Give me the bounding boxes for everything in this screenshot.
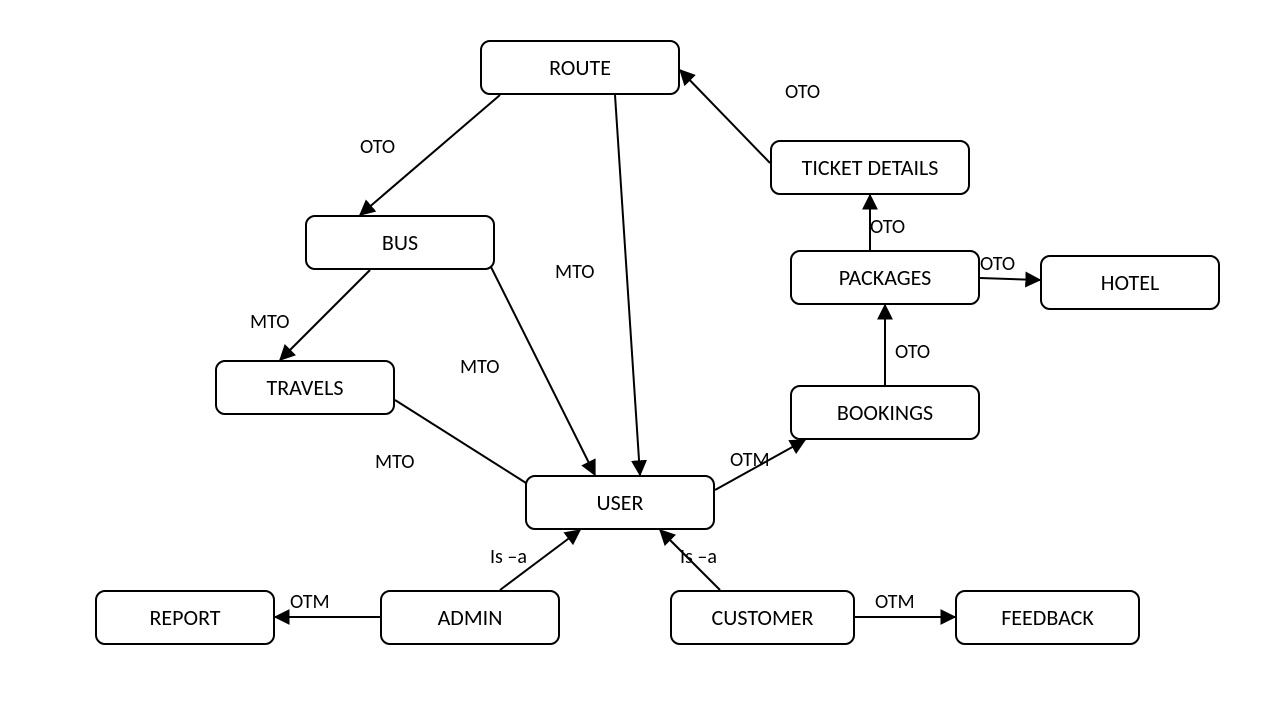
edge-label-4: MTO — [460, 355, 500, 379]
edge-label-6: OTO — [870, 215, 905, 239]
edge-label-10: Is –a — [490, 545, 527, 569]
node-travels: TRAVELS — [215, 360, 395, 415]
edge-5 — [395, 400, 545, 495]
edge-7 — [980, 278, 1040, 280]
edge-label-1: OTO — [785, 80, 820, 104]
edge-label-8: OTO — [895, 340, 930, 364]
node-hotel: HOTEL — [1040, 255, 1220, 310]
node-report: REPORT — [95, 590, 275, 645]
edge-4 — [490, 265, 595, 475]
edge-label-7: OTO — [980, 252, 1015, 276]
node-packages: PACKAGES — [790, 250, 980, 305]
edge-label-9: OTM — [730, 448, 770, 472]
edge-label-11: Is –a — [680, 545, 717, 569]
edge-label-13: OTM — [875, 590, 915, 614]
edge-label-5: MTO — [375, 450, 415, 474]
node-bus: BUS — [305, 215, 495, 270]
node-feedback: FEEDBACK — [955, 590, 1140, 645]
edge-label-12: OTM — [290, 590, 330, 614]
edge-label-3: MTO — [555, 260, 595, 284]
edge-label-2: MTO — [250, 310, 290, 334]
node-user: USER — [525, 475, 715, 530]
node-customer: CUSTOMER — [670, 590, 855, 645]
edge-1 — [680, 70, 770, 163]
edge-label-0: OTO — [360, 135, 395, 159]
node-bookings: BOOKINGS — [790, 385, 980, 440]
edge-2 — [280, 270, 370, 360]
node-ticket_details: TICKET DETAILS — [770, 140, 970, 195]
node-route: ROUTE — [480, 40, 680, 95]
node-admin: ADMIN — [380, 590, 560, 645]
edge-3 — [615, 95, 640, 475]
